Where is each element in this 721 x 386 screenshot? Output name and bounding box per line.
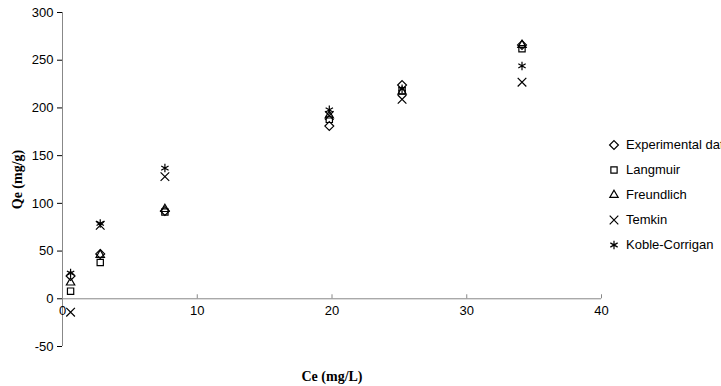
svg-text:40: 40 xyxy=(594,303,608,318)
svg-text:300: 300 xyxy=(32,5,54,20)
svg-text:100: 100 xyxy=(32,196,54,211)
html-text:Temkin: Temkin xyxy=(626,212,668,227)
svg-text:150: 150 xyxy=(32,148,54,163)
svg-text:30: 30 xyxy=(460,303,474,318)
svg-text:10: 10 xyxy=(190,303,204,318)
svg-text:-50: -50 xyxy=(35,339,54,354)
svg-text:250: 250 xyxy=(32,52,54,67)
svg-text:0: 0 xyxy=(46,291,53,306)
svg-text:Qe (mg/g): Qe (mg/g) xyxy=(10,149,26,209)
svg-text:50: 50 xyxy=(39,243,53,258)
svg-text:0: 0 xyxy=(59,303,66,318)
html-text:Koble-Corrigan: Koble-Corrigan xyxy=(626,237,714,252)
svg-text:Ce (mg/L): Ce (mg/L) xyxy=(301,369,362,385)
svg-text:200: 200 xyxy=(32,100,54,115)
html-text:Langmuir: Langmuir xyxy=(626,162,681,177)
html-text:Freundlich: Freundlich xyxy=(626,187,687,202)
svg-text:20: 20 xyxy=(325,303,339,318)
